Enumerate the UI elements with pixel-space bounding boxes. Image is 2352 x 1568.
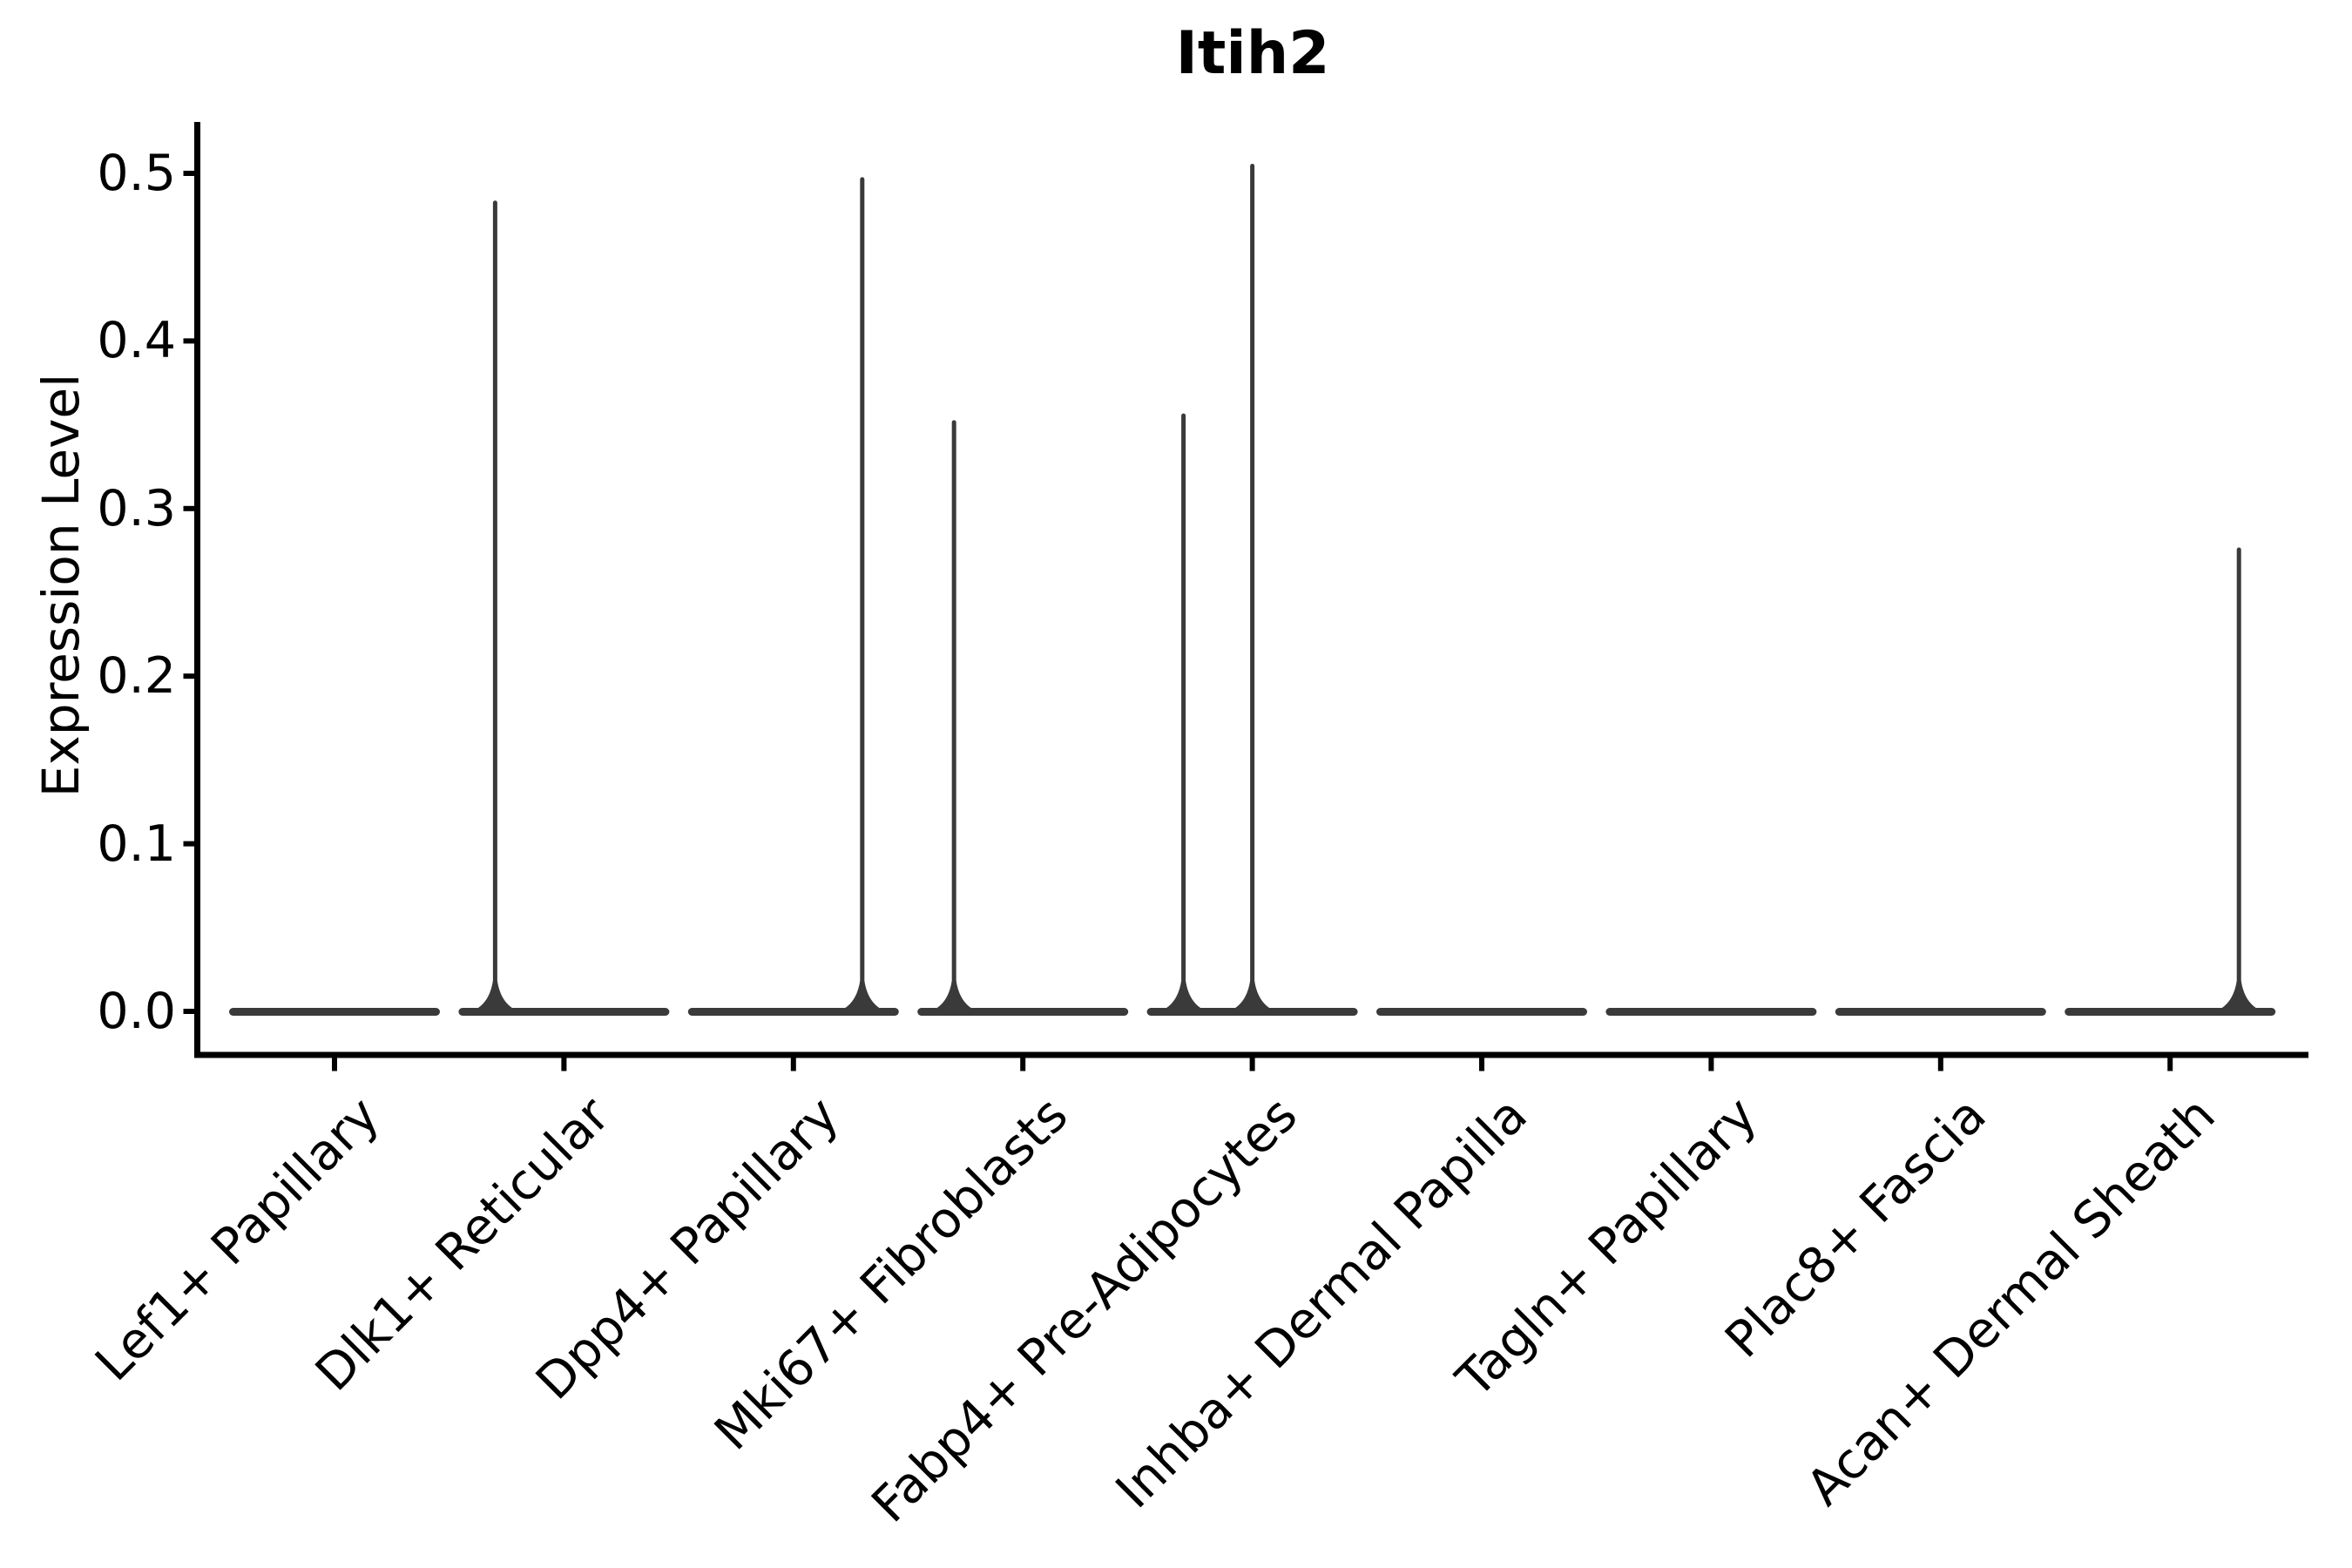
violin-spike-base bbox=[1226, 981, 1279, 1012]
y-axis-label: Expression Level bbox=[31, 373, 91, 798]
y-tick-label: 0.5 bbox=[97, 145, 176, 202]
violin-spike-base bbox=[2213, 981, 2266, 1012]
violin-spike-base bbox=[835, 981, 889, 1012]
violin-spike-base bbox=[1157, 981, 1210, 1012]
y-tick-label: 0.2 bbox=[97, 647, 176, 706]
y-tick-label: 0.1 bbox=[97, 814, 176, 873]
chart-title: Itih2 bbox=[1175, 19, 1330, 88]
violin-spike-base bbox=[469, 981, 522, 1012]
violin-spike-base bbox=[928, 981, 981, 1012]
y-tick-label: 0.4 bbox=[97, 312, 176, 370]
y-tick-label: 0.3 bbox=[97, 479, 176, 537]
y-tick-label: 0.0 bbox=[97, 983, 176, 1040]
